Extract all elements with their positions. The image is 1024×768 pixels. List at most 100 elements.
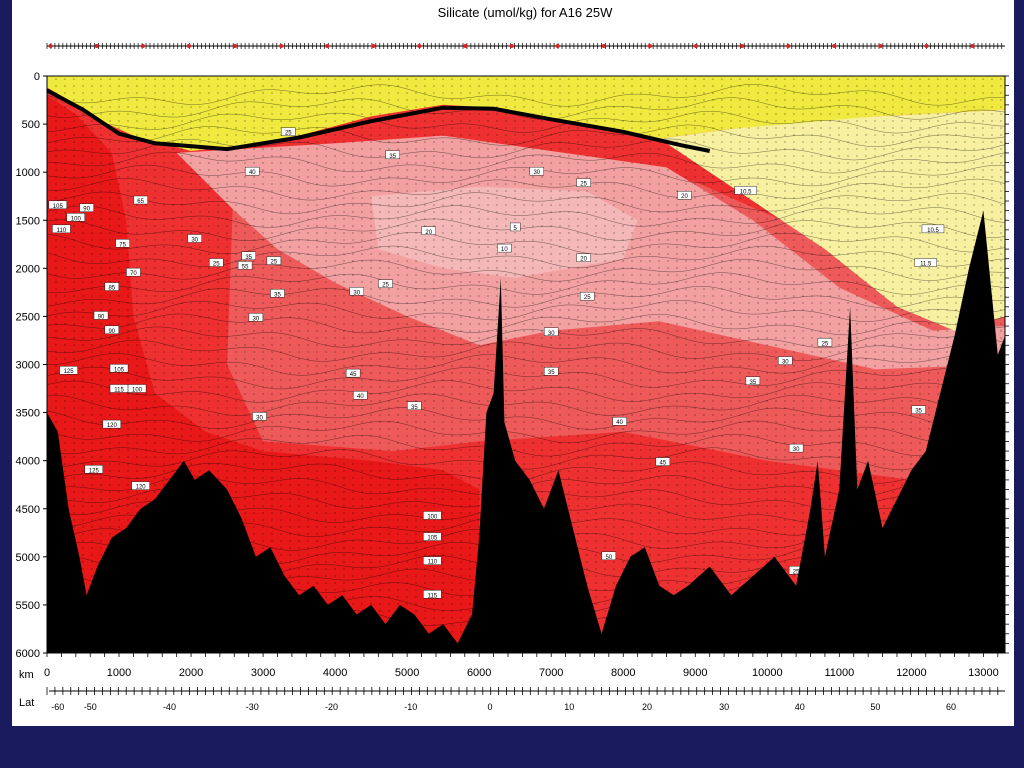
svg-text:30: 30	[353, 290, 360, 296]
x-tick-label: 11000	[824, 667, 854, 679]
contour-label: 40	[612, 417, 627, 426]
contour-label: 20	[677, 191, 692, 200]
station-marker	[232, 44, 237, 48]
contour-label: 25	[281, 127, 296, 137]
svg-text:11.5: 11.5	[920, 262, 932, 268]
plot-area: 25 35 30 25 20 20 25 30 35 35 30 25 40 45 30 35 50 25 45 40…	[47, 76, 1005, 653]
svg-text:35: 35	[548, 370, 555, 376]
station-marker	[970, 44, 975, 48]
contour-line	[47, 97, 1005, 120]
contour-line	[47, 380, 1005, 403]
contour-line	[47, 205, 1005, 228]
footer-band	[0, 726, 1024, 768]
svg-text:40: 40	[616, 420, 623, 426]
station-marker	[186, 44, 191, 48]
y-tick-label: 2000	[16, 263, 40, 275]
svg-text:45: 45	[350, 372, 357, 378]
contour-label: 30	[778, 356, 793, 366]
contour-label: 120	[131, 481, 150, 491]
svg-text:85: 85	[108, 286, 115, 292]
svg-text:35: 35	[274, 292, 281, 298]
x-tick-label: 2000	[179, 667, 203, 679]
svg-text:20: 20	[681, 194, 688, 200]
latitude-axis: -60 -50 -40 -30 -20 -10 0 10 20 30 40 50 60	[46, 687, 1005, 712]
thermocline-contour	[47, 88, 711, 153]
x-axis-label: km	[19, 669, 34, 681]
svg-text:10.5: 10.5	[927, 228, 939, 234]
lat-tick-label: -40	[163, 702, 176, 712]
x-tick-label: 7000	[539, 667, 563, 679]
lat-tick-label: 0	[487, 702, 492, 712]
contour-line	[47, 272, 1005, 295]
contour-label: 35	[544, 366, 559, 376]
contour-line	[47, 164, 1005, 187]
svg-text:65: 65	[137, 199, 144, 205]
x-tick-label: 1000	[107, 667, 131, 679]
x-tick-label: 13000	[968, 667, 999, 679]
svg-text:100: 100	[132, 388, 143, 394]
lat-tick-label: -10	[404, 702, 417, 712]
svg-text:90: 90	[98, 314, 105, 320]
station-marker	[878, 44, 883, 48]
station-marker	[924, 44, 929, 48]
svg-text:50: 50	[605, 555, 612, 561]
svg-text:105: 105	[53, 204, 64, 210]
contour-line	[47, 339, 1005, 362]
svg-text:20: 20	[580, 257, 587, 263]
contour-label: 35	[407, 401, 422, 411]
lat-tick-label: -50	[84, 702, 97, 712]
svg-text:35: 35	[389, 154, 396, 160]
contour-label: 45	[655, 457, 671, 467]
svg-text:25: 25	[271, 260, 278, 266]
y-tick-label: 3000	[16, 360, 40, 372]
contour-label: 85	[104, 282, 120, 292]
contour-label: 65	[133, 195, 148, 205]
contour-label: 90	[93, 311, 109, 320]
y-tick-label: 500	[22, 119, 40, 131]
contour-label: 20	[576, 253, 591, 263]
contour-label: 100	[127, 384, 147, 394]
y-tick-label: 5000	[16, 552, 40, 564]
station-marker	[48, 44, 53, 48]
svg-text:25: 25	[285, 131, 292, 137]
station-marker	[417, 44, 422, 48]
svg-text:110: 110	[57, 228, 67, 234]
lat-tick-label: 20	[642, 702, 652, 712]
contour-label: 25	[580, 291, 595, 301]
svg-text:30: 30	[256, 415, 263, 421]
x-tick-label: 8000	[611, 667, 635, 679]
contour-label: 11.5	[914, 258, 937, 268]
svg-text:25: 25	[382, 283, 389, 289]
y-tick-label: 5500	[16, 600, 40, 612]
contour-labels: 25 35 30 25 20 20 25 30 35 35 30 25 40 45 30 35 50 25 45 40…	[48, 127, 945, 599]
contour-label: 55	[237, 261, 253, 270]
svg-text:10.5: 10.5	[740, 189, 752, 195]
svg-text:115: 115	[428, 593, 438, 599]
contour-label: 30	[349, 287, 364, 296]
svg-text:30: 30	[533, 170, 540, 176]
svg-text:25: 25	[584, 295, 591, 301]
svg-text:115: 115	[114, 388, 124, 394]
y-tick-label: 4000	[16, 456, 40, 468]
contour-label: 30	[187, 234, 202, 243]
station-marker	[140, 44, 145, 48]
station-marker	[279, 44, 284, 48]
contour-label: 35	[911, 405, 926, 415]
contour-label: 5	[509, 222, 521, 232]
svg-text:40: 40	[249, 170, 256, 176]
station-marker	[463, 44, 468, 48]
contour-line	[47, 259, 1005, 282]
svg-text:30: 30	[191, 237, 198, 243]
svg-text:70: 70	[130, 271, 137, 277]
y-tick-label: 1000	[16, 167, 40, 179]
contour-line	[47, 366, 1005, 390]
contour-label: 115	[109, 384, 129, 394]
contour-label: 120	[102, 419, 122, 429]
svg-text:45: 45	[660, 461, 667, 467]
contour-label: 40	[245, 166, 260, 176]
lat-tick-label: 30	[719, 702, 729, 712]
svg-text:125: 125	[89, 468, 100, 474]
station-marker	[555, 44, 560, 48]
svg-text:25: 25	[822, 341, 829, 347]
